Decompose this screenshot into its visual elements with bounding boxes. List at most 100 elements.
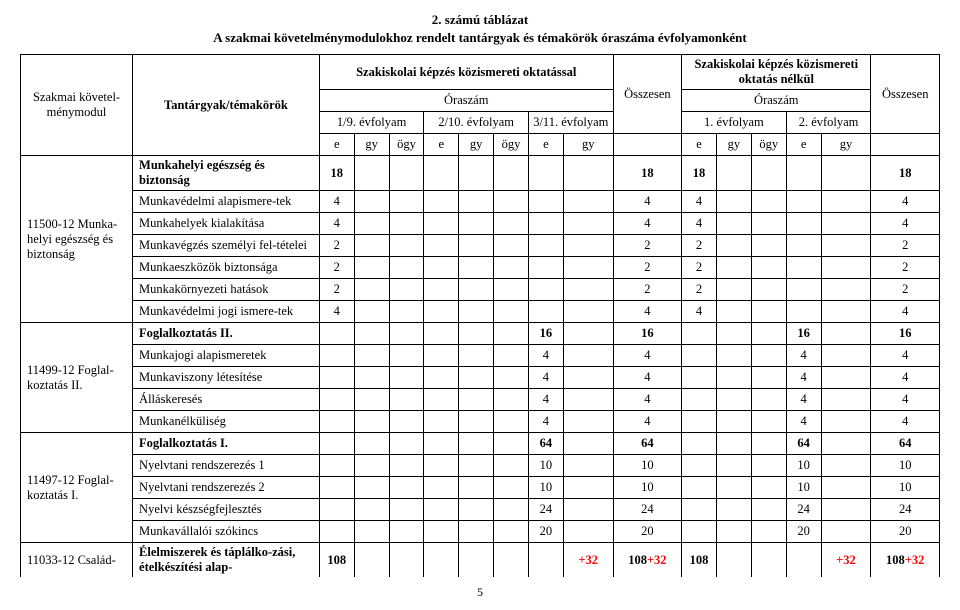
cell: [459, 455, 494, 477]
cell: [389, 543, 424, 578]
cell: [494, 367, 529, 389]
cell: [424, 477, 459, 499]
cell: [786, 543, 821, 578]
cell: [716, 389, 751, 411]
table-row: Nyelvtani rendszerezés 210101010: [21, 477, 940, 499]
cell: [389, 301, 424, 323]
cell: [682, 345, 717, 367]
cell: [716, 411, 751, 433]
cell: 108: [682, 543, 717, 578]
cell: [563, 257, 613, 279]
cell: [821, 389, 871, 411]
module-cell: 11499-12 Foglal-koztatás II.: [21, 323, 133, 433]
cell: [319, 521, 354, 543]
cell: [424, 543, 459, 578]
cell: [424, 257, 459, 279]
subject-cell: Munkahelyek kialakítása: [133, 213, 320, 235]
subject-cell: Élelmiszerek és táplálko-zási, ételkészí…: [133, 543, 320, 578]
cell: +32: [821, 543, 871, 578]
cell: [354, 499, 389, 521]
cell: [682, 389, 717, 411]
cell: [494, 499, 529, 521]
cell: 4: [786, 389, 821, 411]
cell: [528, 213, 563, 235]
cell: [389, 433, 424, 455]
subject-cell: Munkavédelmi jogi ismere-tek: [133, 301, 320, 323]
cell: [354, 213, 389, 235]
cell: [821, 455, 871, 477]
cell: 24: [871, 499, 940, 521]
cell: 2: [613, 279, 681, 301]
subject-cell: Munkakörnyezeti hatások: [133, 279, 320, 301]
hdr-group1: Szakiskolai képzés közismereti oktatássa…: [319, 55, 613, 90]
cell: 2: [871, 279, 940, 301]
cell: [528, 156, 563, 191]
cell: [716, 257, 751, 279]
cell: [494, 257, 529, 279]
cell: [716, 235, 751, 257]
cell: 4: [871, 411, 940, 433]
hdr-group2: Szakiskolai képzés közismereti oktatás n…: [682, 55, 871, 90]
cell: [716, 433, 751, 455]
cell: 2: [319, 279, 354, 301]
cell: 16: [613, 323, 681, 345]
cell: 10: [528, 477, 563, 499]
cell: [319, 499, 354, 521]
cell: [821, 279, 871, 301]
cell: [424, 499, 459, 521]
cell: 4: [871, 191, 940, 213]
hdr-oraszam1: Óraszám: [319, 90, 613, 112]
cell: 24: [786, 499, 821, 521]
cell: [354, 257, 389, 279]
cell: [821, 411, 871, 433]
cell: [716, 367, 751, 389]
cell: 2: [682, 257, 717, 279]
cell: [751, 411, 786, 433]
hdr-e: e: [319, 134, 354, 156]
cell: 4: [613, 389, 681, 411]
cell: [563, 213, 613, 235]
hdr-modul: Szakmai követel-ménymodul: [21, 55, 133, 156]
cell: 4: [871, 301, 940, 323]
cell: 4: [682, 191, 717, 213]
cell: [716, 191, 751, 213]
cell: 10: [786, 477, 821, 499]
cell: [821, 213, 871, 235]
cell: 4: [613, 213, 681, 235]
cell: [354, 521, 389, 543]
cell: 10: [613, 477, 681, 499]
hdr-blank: [613, 134, 681, 156]
subject-cell: Nyelvtani rendszerezés 1: [133, 455, 320, 477]
cell: [459, 411, 494, 433]
hdr-gy: gy: [354, 134, 389, 156]
cell: 20: [871, 521, 940, 543]
cell: 64: [613, 433, 681, 455]
table-title: A szakmai követelménymodulokhoz rendelt …: [20, 30, 940, 46]
cell: [354, 191, 389, 213]
cell: [494, 521, 529, 543]
cell: 16: [786, 323, 821, 345]
cell: [786, 235, 821, 257]
subject-cell: Munkajogi alapismeretek: [133, 345, 320, 367]
cell: [751, 213, 786, 235]
cell: [424, 367, 459, 389]
subject-cell: Álláskeresés: [133, 389, 320, 411]
hdr-gy: gy: [716, 134, 751, 156]
cell: 20: [528, 521, 563, 543]
cell: [821, 521, 871, 543]
cell: [389, 191, 424, 213]
curriculum-table: Szakmai követel-ménymodul Tantárgyak/tém…: [20, 54, 940, 577]
cell: [821, 499, 871, 521]
cell: 16: [871, 323, 940, 345]
cell: 4: [786, 345, 821, 367]
cell: [494, 191, 529, 213]
module-cell: 11500-12 Munka-helyi egészség és biztons…: [21, 156, 133, 323]
cell: [319, 455, 354, 477]
cell: 4: [528, 389, 563, 411]
cell: [821, 323, 871, 345]
cell: [424, 389, 459, 411]
table-row: Munkahelyek kialakítása4444: [21, 213, 940, 235]
table-row: 11499-12 Foglal-koztatás II.Foglalkoztat…: [21, 323, 940, 345]
cell: [459, 543, 494, 578]
cell: 4: [786, 411, 821, 433]
